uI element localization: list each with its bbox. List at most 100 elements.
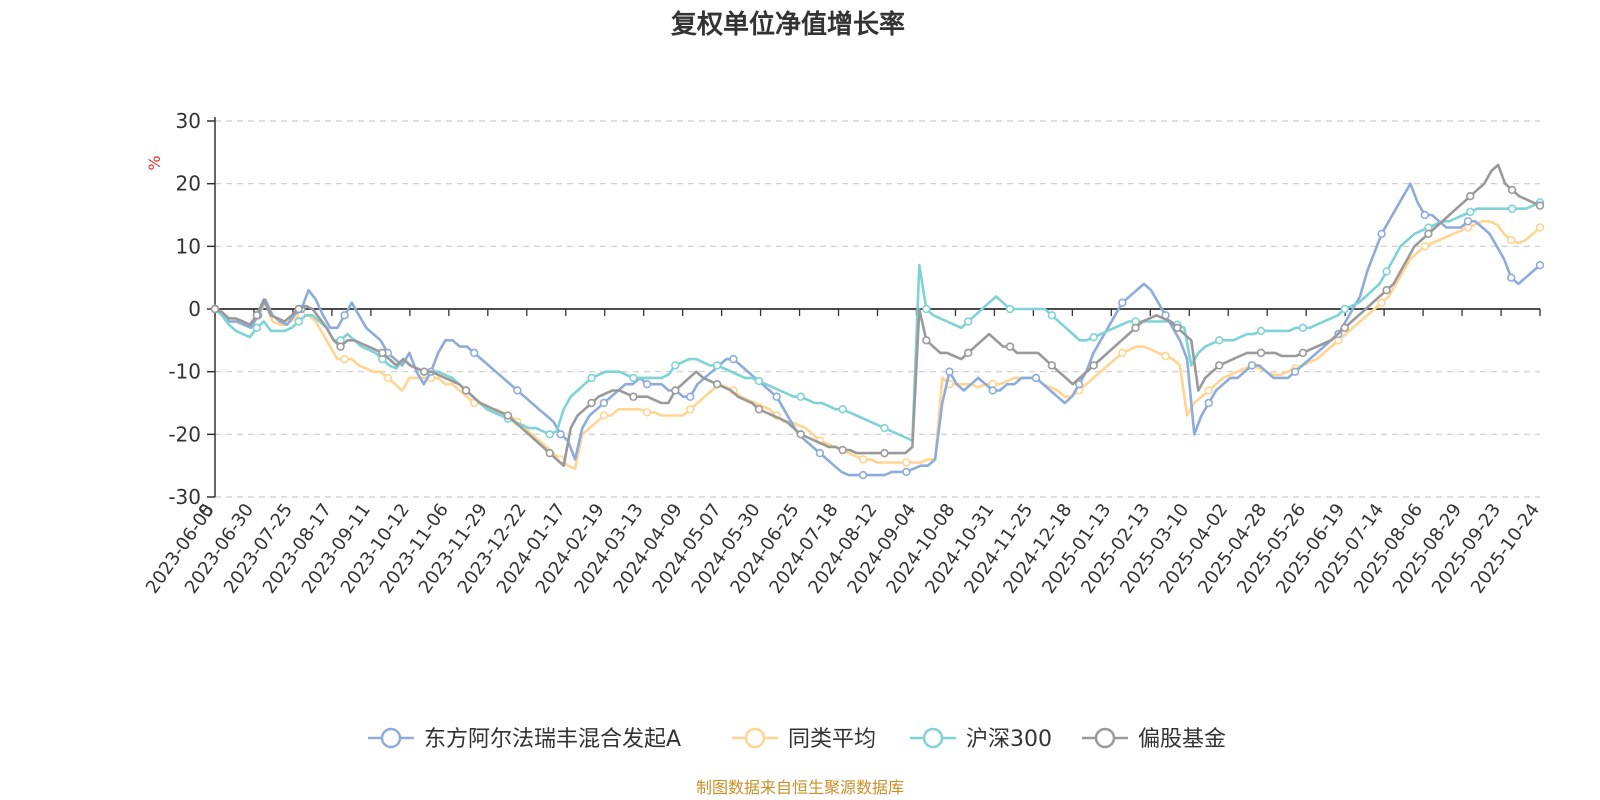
- series-0-point-126: [1118, 298, 1127, 307]
- series-1-point-138: [1204, 386, 1213, 395]
- series-2-point-168: [1382, 267, 1391, 276]
- series-3-point-36: [461, 386, 471, 395]
- series-3-point-42: [503, 411, 513, 420]
- series-3-point-114: [1005, 342, 1015, 351]
- series-3-point-144: [1215, 361, 1224, 370]
- series-2-point-96: [880, 423, 889, 433]
- series-3-point-30: [420, 367, 429, 376]
- series-1-point-96: [902, 458, 911, 467]
- series-2-point-12: [294, 317, 303, 326]
- series-2-point-54: [587, 373, 596, 383]
- chart-title: 复权单位净值增长率: [671, 9, 905, 40]
- y-tick-label-2: 10: [176, 234, 201, 258]
- series-3-point-150: [1256, 348, 1266, 358]
- series-1-point-126: [1118, 348, 1127, 358]
- series-1-point-60: [642, 408, 652, 417]
- series-3-point-126: [1089, 361, 1098, 370]
- y-tick-label-1: 20: [176, 172, 201, 196]
- legend-marker-1: [744, 727, 766, 749]
- series-3-point-48: [545, 448, 554, 458]
- series-2-point-186: [1507, 204, 1517, 213]
- series-1-point-18: [340, 354, 349, 364]
- series-0-point-78: [772, 392, 781, 401]
- series-3-point-24: [378, 348, 387, 358]
- series-3-point-78: [754, 405, 764, 414]
- legend-marker-3: [1094, 727, 1116, 749]
- series-3-point-120: [1047, 361, 1057, 370]
- series-2-point-60: [629, 373, 638, 383]
- series-2-point-150: [1256, 326, 1266, 336]
- y-tick-labels: 30 20 10 0 -10 -20 -30: [168, 109, 201, 509]
- series-1-point-180: [1506, 235, 1516, 245]
- series-1-point-132: [1161, 351, 1170, 361]
- series-3-point-102: [922, 336, 931, 345]
- series-2-point-102: [922, 304, 931, 314]
- series-2-point-120: [1047, 311, 1057, 320]
- series-3-point-96: [880, 448, 889, 458]
- y-axis-unit: %: [145, 155, 164, 170]
- series-2-point-144: [1215, 336, 1224, 345]
- legend-label-0: 东方阿尔法瑞丰混合发起A: [424, 727, 681, 752]
- series-3-point-156: [1298, 348, 1308, 358]
- series-line-1: [214, 220, 1541, 471]
- series-lines: [210, 163, 1545, 480]
- y-tick-label-0: 30: [176, 109, 201, 133]
- series-line-0: [214, 182, 1541, 477]
- series-0-point-60: [642, 380, 652, 389]
- series-3-point-132: [1131, 323, 1140, 332]
- data-source-note: 制图数据来自恒生聚源数据库: [696, 778, 904, 797]
- series-2-point-66: [671, 361, 680, 370]
- series-3-point-18: [336, 342, 345, 351]
- axes: [207, 117, 1541, 498]
- series-3-point-0: [210, 304, 220, 314]
- series-0-point-150: [1290, 367, 1300, 376]
- series-3-point-168: [1382, 286, 1391, 295]
- series-3-point-174: [1424, 229, 1433, 239]
- series-0-point-114: [1031, 373, 1041, 383]
- series-0-point-108: [988, 386, 997, 395]
- series-2-point-78: [754, 376, 764, 386]
- series-2-point-126: [1089, 333, 1098, 342]
- series-line-2: [214, 201, 1541, 442]
- series-3-point-186: [1507, 185, 1517, 195]
- series-3-point-60: [629, 392, 638, 401]
- series-2-point-6: [252, 323, 262, 332]
- series-3-point-66: [671, 386, 680, 395]
- y-tick-label-6: -30: [168, 485, 201, 509]
- series-0-point-168: [1420, 210, 1429, 220]
- series-0-point-54: [599, 398, 609, 408]
- series-3-point-162: [1340, 323, 1349, 332]
- series-0-point-72: [729, 354, 738, 364]
- series-2-point-162: [1340, 304, 1349, 314]
- series-2-point-72: [712, 361, 722, 370]
- legend-label-3: 偏股基金: [1138, 727, 1226, 752]
- legend-label-1: 同类平均: [788, 727, 876, 752]
- x-tick-labels: 2023-06-052023-06-302023-07-252023-08-17…: [142, 500, 1544, 598]
- y-tick-label-3: 0: [188, 297, 201, 321]
- series-0-point-96: [902, 467, 911, 477]
- series-1-point-168: [1420, 242, 1429, 251]
- series-3-point-6: [252, 311, 262, 320]
- series-2-point-156: [1298, 323, 1308, 332]
- legend-marker-2: [922, 727, 944, 749]
- series-2-point-90: [838, 405, 847, 414]
- series-2-point-84: [796, 392, 805, 401]
- series-0-point-66: [686, 392, 695, 401]
- series-0-point-36: [470, 348, 479, 358]
- series-0-point-102: [945, 367, 954, 376]
- y-tick-label-5: -20: [168, 422, 201, 446]
- series-3-point-end: [1535, 201, 1545, 210]
- series-3-point-90: [838, 445, 847, 455]
- series-0-point-162: [1377, 229, 1386, 239]
- series-2-point-48: [545, 430, 554, 439]
- legend-label-2: 沪深300: [966, 727, 1052, 752]
- series-line-3: [214, 163, 1541, 467]
- series-3-point-84: [796, 430, 805, 439]
- series-2-point-180: [1466, 207, 1475, 217]
- series-0-point-48: [556, 430, 565, 439]
- series-1-point-end: [1535, 223, 1545, 232]
- series-0-point-174: [1463, 217, 1473, 226]
- series-1-point-90: [858, 455, 868, 464]
- series-3-point-138: [1173, 323, 1182, 332]
